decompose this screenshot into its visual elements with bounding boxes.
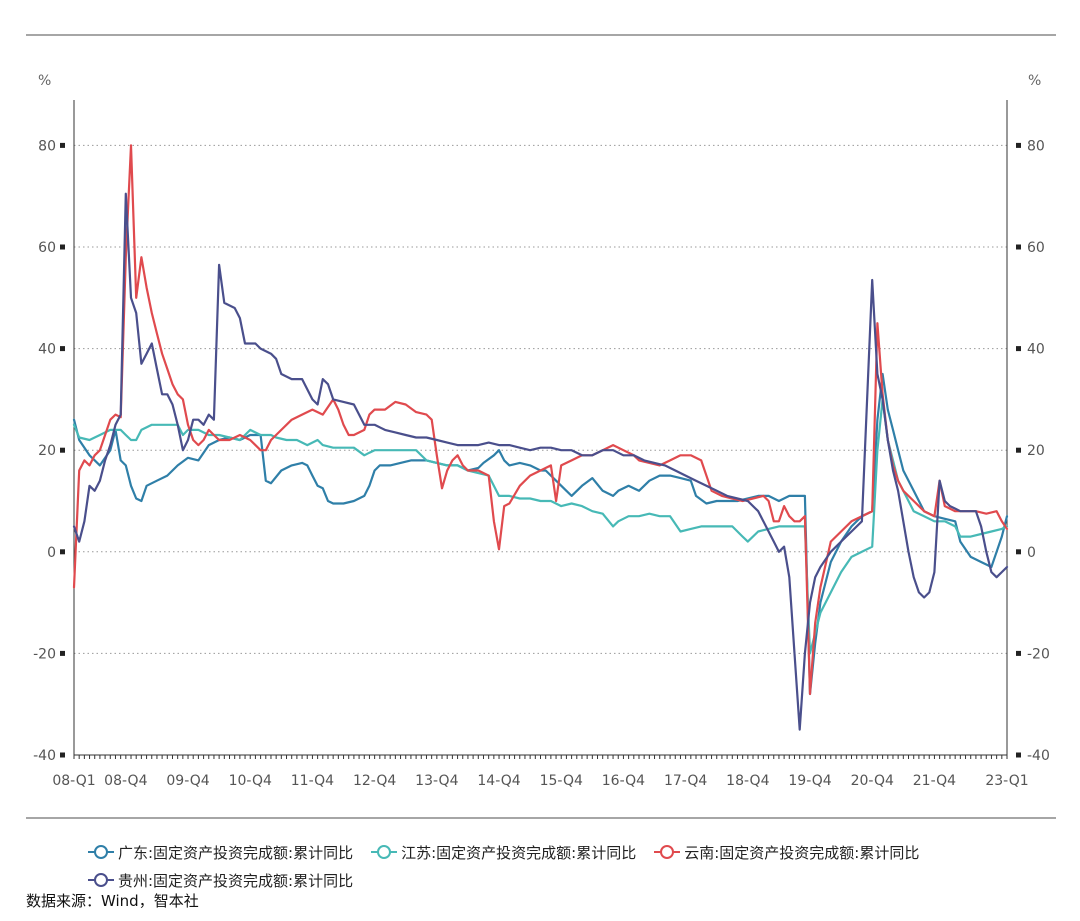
y-tick-mark-left xyxy=(60,142,65,148)
left-unit-label: % xyxy=(38,73,51,89)
y-tick-label-right: 20 xyxy=(1027,443,1045,459)
legend-label-yunnan: 云南:固定资产投资完成额:累计同比 xyxy=(684,843,920,862)
y-tick-label-right: 40 xyxy=(1027,342,1045,358)
x-tick-label: 11-Q4 xyxy=(291,773,334,789)
x-tick-label: 12-Q4 xyxy=(353,773,396,789)
x-tick-label: 13-Q4 xyxy=(415,773,458,789)
legend-row-2: 贵州:固定资产投资完成额:累计同比 xyxy=(88,866,1048,894)
y-tick-mark-right xyxy=(1016,650,1021,656)
legend-label-jiangsu: 江苏:固定资产投资完成额:累计同比 xyxy=(401,843,637,862)
x-tick-label: 14-Q4 xyxy=(477,773,520,789)
x-tick-label: 08-Q1 xyxy=(52,773,95,789)
y-tick-mark-right xyxy=(1016,346,1021,352)
y-axis-right-ticks: -40 -20 0 20 40 60 80 xyxy=(1016,138,1050,764)
y-tick-mark-right xyxy=(1016,142,1021,148)
y-tick-mark-left xyxy=(60,244,65,250)
legend-label-guizhou: 贵州:固定资产投资完成额:累计同比 xyxy=(118,871,354,890)
axes xyxy=(73,100,1008,759)
y-tick-mark-right xyxy=(1016,752,1021,758)
series-line-2 xyxy=(72,144,1009,696)
y-tick-label-left: 40 xyxy=(38,342,56,358)
legend-item-guangdong[interactable]: 广东:固定资产投资完成额:累计同比 xyxy=(88,842,353,863)
y-axis-left-ticks: -40 -20 0 20 40 60 80 xyxy=(33,138,65,764)
series-lines xyxy=(72,144,1009,731)
series-line-0 xyxy=(72,372,1009,696)
y-tick-label-left: 20 xyxy=(38,443,56,459)
y-tick-label-right: 0 xyxy=(1027,545,1036,561)
y-tick-label-left: 80 xyxy=(38,138,56,154)
legend-marker-jiangsu xyxy=(371,845,398,859)
line-chart: % % -40 -20 0 20 40 60 80 -40 -20 0 20 40 60 80 08-Q… xyxy=(26,34,1056,819)
y-tick-mark-right xyxy=(1016,447,1021,453)
x-tick-label: 16-Q4 xyxy=(602,773,645,789)
y-tick-label-left: 0 xyxy=(47,545,56,561)
y-tick-mark-right xyxy=(1016,549,1021,555)
legend-row-1: 广东:固定资产投资完成额:累计同比 江苏:固定资产投资完成额:累计同比 云南:固… xyxy=(88,838,1048,866)
legend-marker-guizhou xyxy=(88,873,114,887)
legend-item-yunnan[interactable]: 云南:固定资产投资完成额:累计同比 xyxy=(654,842,919,863)
x-tick-label: 08-Q4 xyxy=(104,773,147,789)
right-unit-label: % xyxy=(1028,73,1041,89)
gridlines xyxy=(74,144,1007,756)
legend-label-guangdong: 广东:固定资产投资完成额:累计同比 xyxy=(118,843,354,862)
y-tick-mark-left xyxy=(60,650,65,656)
y-tick-label-right: 60 xyxy=(1027,240,1045,256)
y-tick-label-left: -20 xyxy=(33,646,56,662)
y-tick-mark-left xyxy=(60,447,65,453)
legend-marker-yunnan xyxy=(654,845,681,859)
x-tick-label: 19-Q4 xyxy=(788,773,831,789)
x-tick-label: 15-Q4 xyxy=(540,773,583,789)
y-tick-label-left: 60 xyxy=(38,240,56,256)
x-tick-label: 09-Q4 xyxy=(166,773,209,789)
y-tick-mark-right xyxy=(1016,244,1021,250)
x-tick-label: 23-Q1 xyxy=(985,773,1028,789)
series-line-3 xyxy=(72,192,1009,731)
y-tick-mark-left xyxy=(60,346,65,352)
data-source-note: 数据来源：Wind，智本社 xyxy=(26,892,199,910)
chart-legend: 广东:固定资产投资完成额:累计同比 江苏:固定资产投资完成额:累计同比 云南:固… xyxy=(88,838,1048,894)
y-tick-label-right: -20 xyxy=(1027,646,1050,662)
x-tick-label: 10-Q4 xyxy=(229,773,272,789)
legend-item-guizhou[interactable]: 贵州:固定资产投资完成额:累计同比 xyxy=(88,870,353,891)
x-tick-label: 18-Q4 xyxy=(726,773,769,789)
series-line-1 xyxy=(72,398,1009,655)
x-tick-label: 17-Q4 xyxy=(664,773,707,789)
legend-marker-guangdong xyxy=(88,845,114,859)
x-tick-label: 20-Q4 xyxy=(851,773,894,789)
x-tick-label: 21-Q4 xyxy=(913,773,956,789)
y-tick-label-right: -40 xyxy=(1027,748,1050,764)
y-tick-label-right: 80 xyxy=(1027,138,1045,154)
y-tick-label-left: -40 xyxy=(33,748,56,764)
y-tick-mark-left xyxy=(60,752,65,758)
x-axis-ticks: 08-Q1 08-Q4 09-Q4 10-Q4 11-Q4 12-Q4 13-Q4 14-Q4… xyxy=(52,773,1028,789)
legend-item-jiangsu[interactable]: 江苏:固定资产投资完成额:累计同比 xyxy=(371,842,636,863)
y-tick-mark-left xyxy=(60,549,65,555)
